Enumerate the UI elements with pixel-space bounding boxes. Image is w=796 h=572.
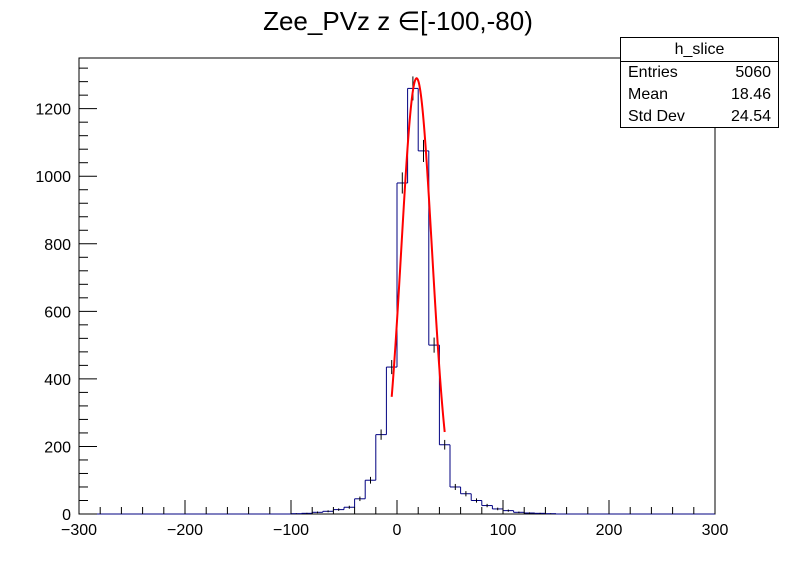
fit-curve-series — [390, 77, 446, 433]
x-tick-label: 100 — [490, 522, 517, 539]
stats-value-stddev: 24.54 — [730, 108, 771, 125]
stats-title: h_slice — [621, 38, 778, 62]
x-tick-label: 200 — [596, 522, 623, 539]
y-tick-label: 1000 — [35, 169, 71, 186]
stats-row-entries: Entries 5060 — [621, 62, 778, 84]
y-tick-label: 0 — [62, 507, 71, 524]
stats-value-mean: 18.46 — [730, 86, 771, 103]
stats-box: h_slice Entries 5060 Mean 18.46 Std Dev … — [620, 37, 779, 128]
fit-curve — [390, 77, 446, 433]
x-tick-label: −200 — [167, 522, 203, 539]
histogram-series — [79, 76, 715, 515]
chart-title-main: Zee_PVz z — [263, 6, 391, 36]
y-tick-label: 400 — [44, 372, 71, 389]
stats-value-entries: 5060 — [735, 64, 771, 81]
y-tick-label: 200 — [44, 439, 71, 456]
stats-row-mean: Mean 18.46 — [621, 84, 778, 106]
x-tick-label: −100 — [273, 522, 309, 539]
y-tick-label: 800 — [44, 237, 71, 254]
x-axis-ticks: −300 −200 −100 0 100 200 300 — [61, 500, 728, 539]
chart-title-range: [-100,-80) — [420, 6, 533, 36]
x-tick-label: 0 — [393, 522, 402, 539]
y-tick-label: 600 — [44, 304, 71, 321]
stats-label-stddev: Std Dev — [628, 108, 685, 125]
y-axis-ticks: 0 200 400 600 800 1000 1200 — [35, 67, 97, 524]
stats-row-stddev: Std Dev 24.54 — [621, 106, 778, 128]
x-tick-label: 300 — [702, 522, 729, 539]
x-tick-label: −300 — [61, 522, 97, 539]
chart-title: Zee_PVz z ∈[-100,-80) — [0, 6, 796, 37]
chart-title-symbol: ∈ — [397, 6, 421, 36]
y-tick-label: 1200 — [35, 102, 71, 119]
stats-label-entries: Entries — [628, 64, 678, 81]
stats-label-mean: Mean — [628, 86, 669, 103]
